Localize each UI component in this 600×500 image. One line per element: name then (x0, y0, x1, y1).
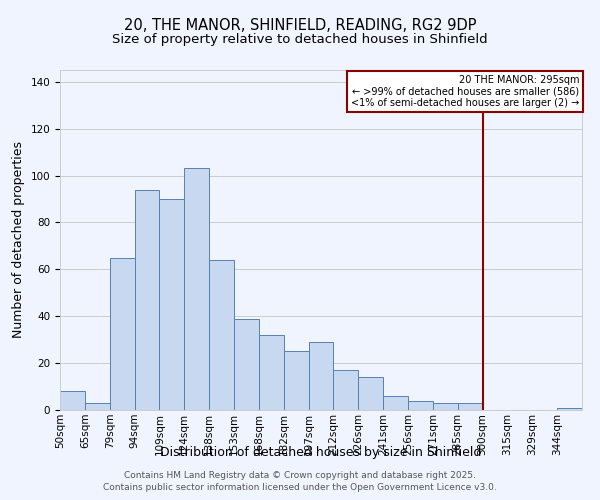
Text: Contains HM Land Registry data © Crown copyright and database right 2025.: Contains HM Land Registry data © Crown c… (124, 472, 476, 480)
Text: 20, THE MANOR, SHINFIELD, READING, RG2 9DP: 20, THE MANOR, SHINFIELD, READING, RG2 9… (124, 18, 476, 32)
Text: Contains public sector information licensed under the Open Government Licence v3: Contains public sector information licen… (103, 483, 497, 492)
Text: Size of property relative to detached houses in Shinfield: Size of property relative to detached ho… (112, 32, 488, 46)
Bar (209, 260, 234, 410)
Bar (383, 396, 408, 410)
Bar (557, 408, 582, 410)
Bar (284, 352, 308, 410)
Bar (134, 190, 160, 410)
Text: Distribution of detached houses by size in Shinfield: Distribution of detached houses by size … (160, 446, 482, 459)
Bar (110, 258, 134, 410)
Y-axis label: Number of detached properties: Number of detached properties (12, 142, 25, 338)
Bar (433, 403, 458, 410)
Bar (408, 400, 433, 410)
Text: 20 THE MANOR: 295sqm
← >99% of detached houses are smaller (586)
<1% of semi-det: 20 THE MANOR: 295sqm ← >99% of detached … (351, 75, 580, 108)
Bar (234, 318, 259, 410)
Bar (334, 370, 358, 410)
Bar (85, 403, 110, 410)
Bar (160, 199, 184, 410)
Bar (358, 377, 383, 410)
Bar (184, 168, 209, 410)
Bar (458, 403, 482, 410)
Bar (259, 335, 284, 410)
Bar (308, 342, 334, 410)
Bar (60, 391, 85, 410)
